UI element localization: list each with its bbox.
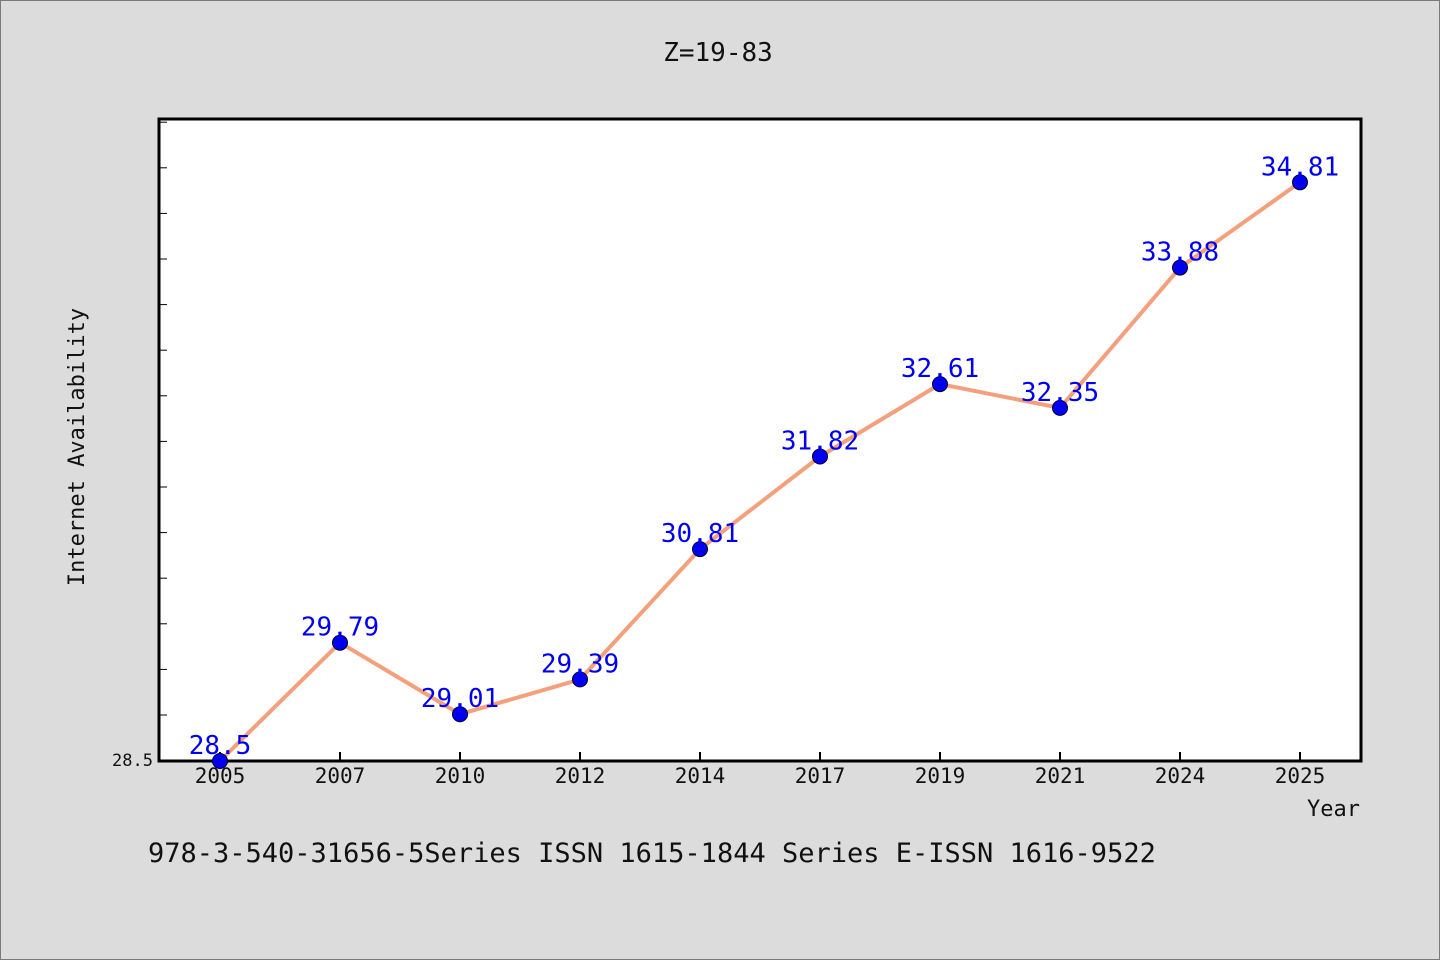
x-tick-label: 2024 [1155,764,1206,788]
plot-area [157,117,1363,763]
data-point [332,634,348,651]
y-axis-label: Internet Availability [65,308,90,586]
data-label: 34.81 [1261,152,1339,182]
data-point [932,376,948,393]
y-tick-label: 28.5 [112,751,153,771]
chart-title: Z=19-83 [663,38,773,68]
data-label: 28.5 [189,731,252,761]
x-tick-label: 2005 [195,764,246,788]
data-point [1052,399,1068,416]
footer-text: 978-3-540-31656-5Series ISSN 1615-1844 S… [148,838,1156,869]
data-label: 32.61 [901,354,979,384]
data-point [212,753,228,769]
data-label: 33.88 [1141,238,1219,268]
data-point [572,671,588,688]
x-tick-label: 2014 [675,764,726,788]
data-label: 31.82 [781,427,859,457]
data-label: 30.81 [661,519,739,549]
y-axis-minor-ticks [159,121,167,716]
data-label: 29.01 [421,684,499,714]
x-axis-ticks [219,752,1301,761]
x-tick-label: 2012 [555,764,606,788]
x-tick-label: 2007 [315,764,366,788]
x-axis-label: Year [1307,797,1360,822]
data-label: 32.35 [1021,378,1099,408]
x-tick-labels: 2005 2007 2010 2012 2014 2017 2019 2021 2024 2025 [195,764,1326,788]
x-tick-label: 2019 [915,764,966,788]
data-labels: 28.5 29.79 29.01 29.39 30.81 31.82 32.61 32.35 3… [189,152,1339,761]
data-point [1172,259,1188,276]
data-point [452,706,468,723]
x-tick-label: 2017 [795,764,846,788]
data-label: 29.39 [541,649,619,679]
data-markers [212,174,1308,769]
data-label: 29.79 [301,613,379,643]
data-point [812,448,828,465]
series-line [218,180,1302,763]
x-tick-label: 2010 [435,764,486,788]
data-point [1292,174,1308,191]
x-tick-label: 2021 [1035,764,1086,788]
data-point [692,541,708,558]
x-tick-label: 2025 [1275,764,1326,788]
